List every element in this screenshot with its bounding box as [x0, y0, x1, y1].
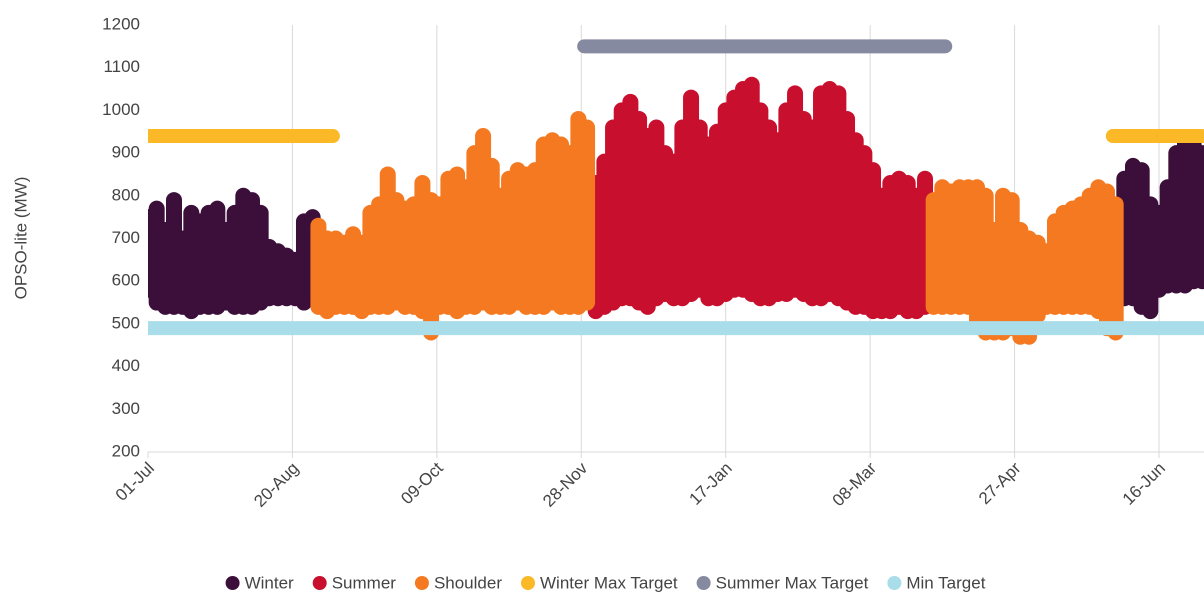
y-tick-label: 200: [112, 441, 140, 460]
y-tick-label: 700: [112, 228, 140, 247]
x-tick-label: 01-Jul: [112, 459, 158, 505]
y-tick-label: 600: [112, 271, 140, 290]
plot-area: [148, 39, 1204, 345]
legend: Winter Summer Shoulder Winter Max Target Sum…: [225, 573, 986, 592]
legend-marker: [696, 576, 711, 590]
y-axis-title: OPSO-lite (MW): [11, 177, 30, 300]
y-tick-label: 300: [112, 399, 140, 418]
x-tick-label: 09-Oct: [397, 458, 447, 508]
legend-label: Shoulder: [434, 573, 502, 592]
y-tick-label: 500: [112, 313, 140, 332]
legend-item: Shoulder: [414, 573, 502, 592]
legend-marker: [312, 576, 327, 590]
legend-item: Winter: [225, 573, 294, 592]
legend-label: Summer: [332, 573, 397, 592]
legend-item: Summer Max Target: [696, 573, 869, 592]
y-tick-label: 800: [112, 185, 140, 204]
legend-marker: [887, 576, 902, 590]
legend-label: Winter: [245, 573, 294, 592]
x-tick-label: 20-Aug: [250, 459, 302, 511]
legend-marker: [414, 576, 429, 590]
legend-label: Winter Max Target: [540, 573, 678, 592]
legend-marker: [225, 576, 240, 590]
legend-label: Summer Max Target: [716, 573, 869, 592]
legend-item: Winter Max Target: [521, 573, 678, 592]
legend-item: Min Target: [887, 573, 986, 592]
x-tick-label: 27-Apr: [975, 458, 1025, 508]
x-tick-label: 08-Mar: [829, 458, 881, 510]
y-tick-label: 1100: [103, 57, 140, 76]
legend-label: Min Target: [906, 573, 985, 592]
x-tick-label: 16-Jun: [1119, 459, 1169, 509]
y-tick-label: 400: [112, 356, 140, 375]
x-tick-label: 17-Jan: [686, 459, 736, 509]
y-tick-label: 900: [112, 143, 140, 162]
y-tick-label: 1000: [102, 100, 140, 119]
y-tick-label: 1200: [102, 14, 140, 33]
x-tick-label: 28-Nov: [539, 458, 592, 511]
legend-marker: [521, 576, 535, 590]
legend-item: Summer: [312, 573, 397, 592]
